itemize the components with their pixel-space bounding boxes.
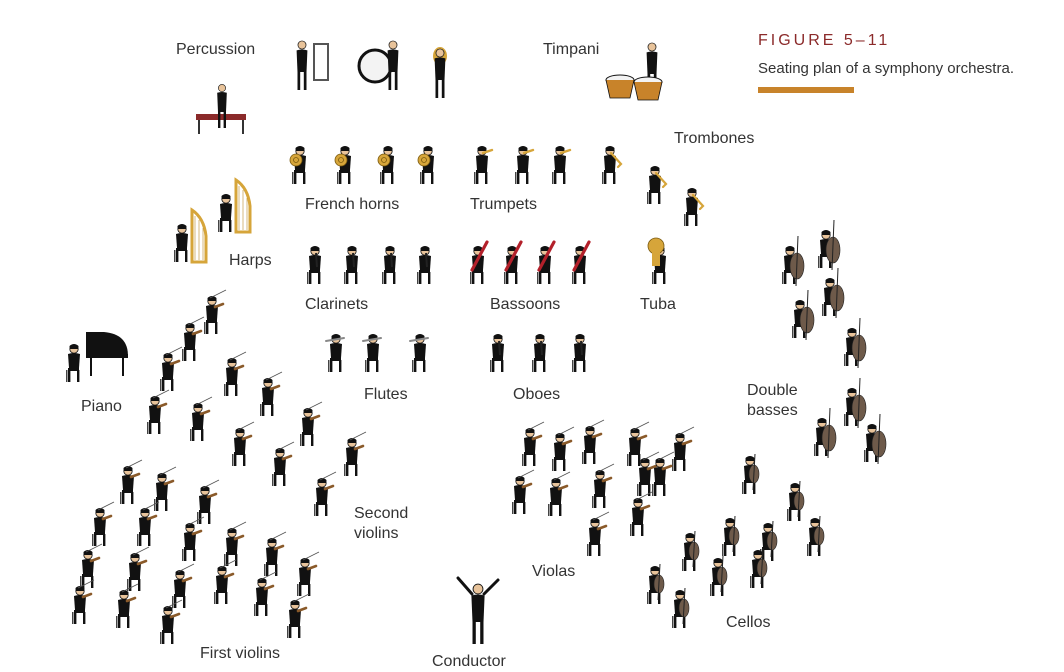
- second-violins-section: [147, 290, 366, 516]
- label-percussion: Percussion: [176, 41, 256, 58]
- label-double-basses-line1: Double: [747, 382, 798, 399]
- xylophone-player: [196, 83, 246, 134]
- french-horns-section: [290, 146, 434, 184]
- label-first-violins: First violins: [200, 645, 281, 662]
- label-clarinets: Clarinets: [305, 296, 369, 313]
- figure-caption: Seating plan of a symphony orchestra.: [758, 60, 1014, 77]
- conductor-figure: [456, 576, 500, 645]
- cellos-section: [647, 454, 824, 628]
- harps-section: [174, 180, 250, 262]
- percussion-section: [196, 40, 447, 134]
- trumpets-section: [474, 146, 570, 184]
- label-trumpets: Trumpets: [470, 196, 537, 213]
- label-french-horns: French horns: [305, 196, 400, 213]
- clarinets-section: [307, 246, 431, 284]
- first-violins-section: [72, 460, 319, 644]
- flutes-section: [326, 334, 428, 372]
- bass-drum-player: [357, 40, 399, 91]
- tuba-section: [647, 237, 667, 285]
- violas-section: [512, 420, 694, 556]
- double-basses-section: [782, 220, 886, 464]
- trombones-section: [602, 146, 703, 226]
- label-oboes: Oboes: [513, 386, 561, 403]
- piano: [65, 332, 128, 383]
- label-violas: Violas: [532, 563, 576, 580]
- label-second-violins-line2: violins: [354, 525, 399, 542]
- label-trombones: Trombones: [674, 130, 755, 147]
- label-second-violins-line1: Second: [354, 505, 409, 522]
- label-tuba: Tuba: [640, 296, 676, 313]
- label-double-basses-line2: basses: [747, 402, 798, 419]
- oboes-section: [490, 334, 586, 372]
- label-flutes: Flutes: [364, 386, 408, 403]
- label-harps: Harps: [229, 252, 272, 269]
- label-timpani: Timpani: [543, 41, 600, 58]
- label-cellos: Cellos: [726, 614, 771, 631]
- label-piano: Piano: [81, 398, 122, 415]
- timpani-section: [605, 42, 663, 101]
- figure-title: FIGURE 5–11: [758, 32, 891, 49]
- bassoons-section: [470, 242, 589, 284]
- cymbal-player: [433, 47, 447, 99]
- label-bassoons: Bassoons: [490, 296, 561, 313]
- label-conductor: Conductor: [432, 653, 506, 670]
- chimes-player: [296, 40, 329, 91]
- figure-rule: [758, 87, 854, 93]
